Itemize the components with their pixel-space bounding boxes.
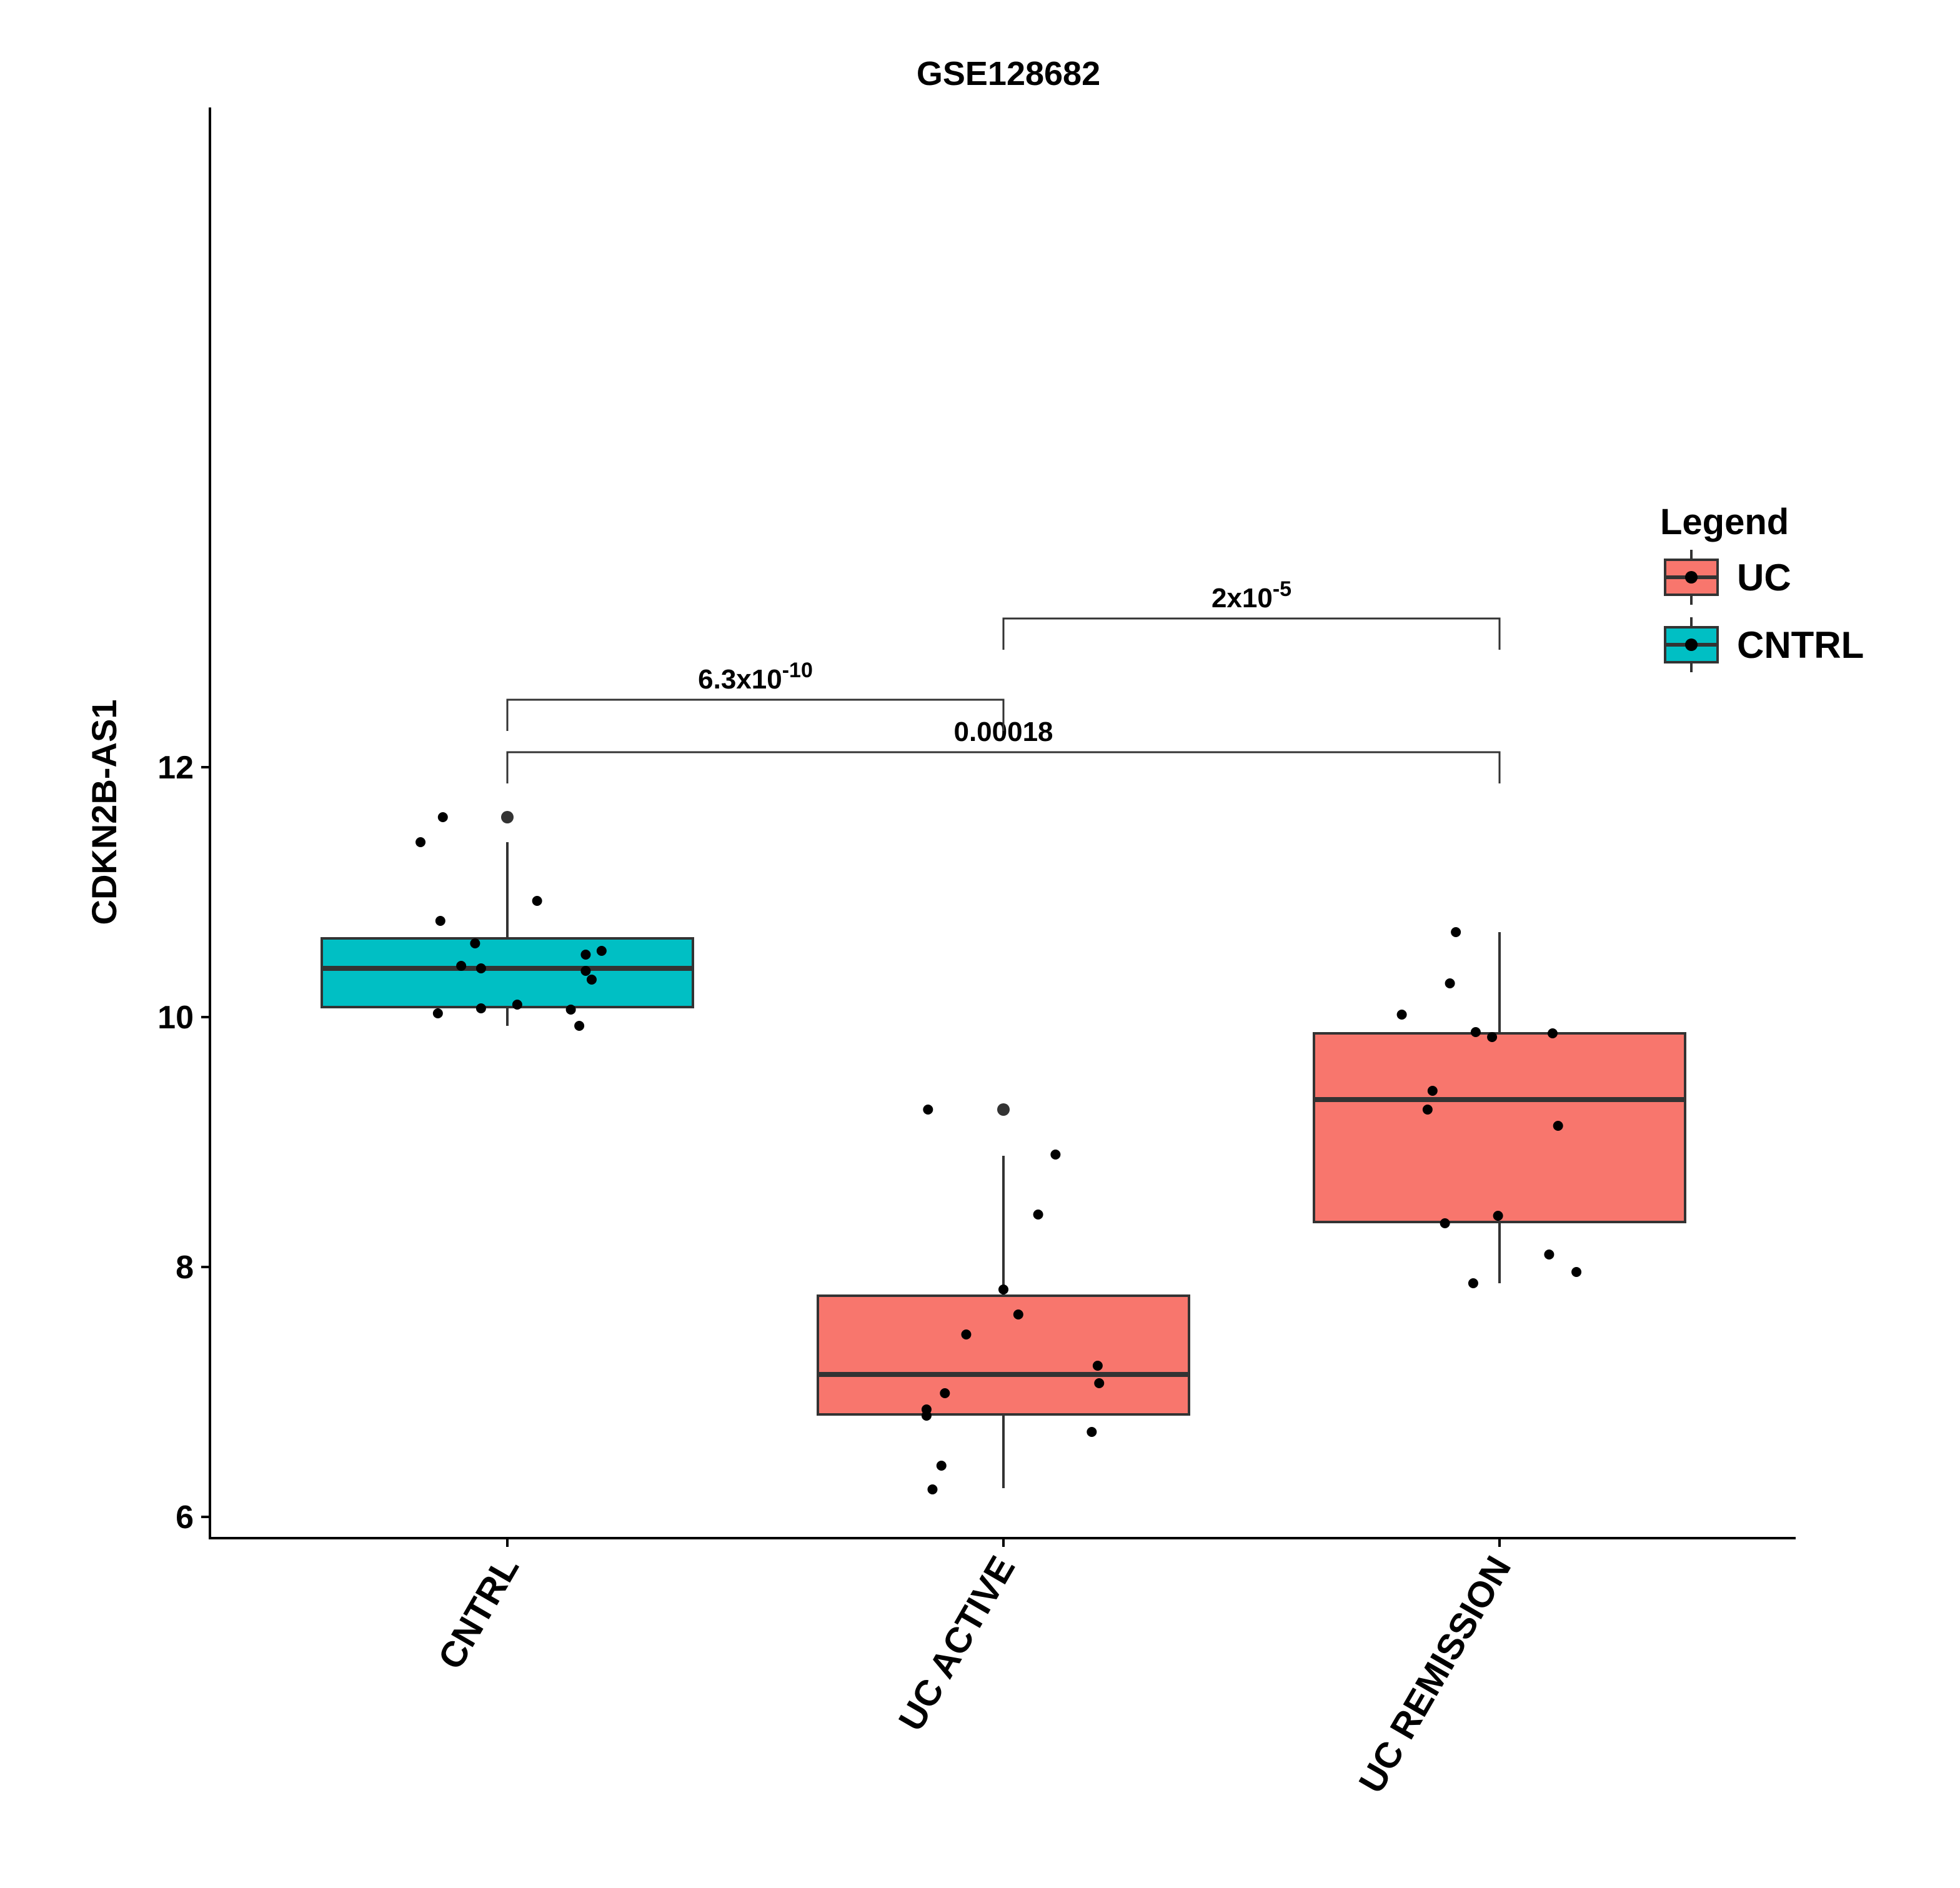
legend-item-cntrl: CNTRL — [1664, 617, 1864, 672]
data-point — [574, 1021, 585, 1031]
data-point — [998, 1284, 1008, 1294]
legend-point-icon — [1685, 638, 1698, 651]
legend-label: UC — [1737, 557, 1791, 599]
legend-point-icon — [1685, 571, 1698, 584]
data-point — [580, 950, 591, 960]
data-point — [1544, 1250, 1555, 1259]
data-point — [923, 1105, 933, 1115]
y-tick-label: 8 — [176, 1250, 194, 1286]
data-point — [435, 916, 445, 926]
p-value-label: 6.3x10-10 — [698, 658, 813, 695]
data-point — [1422, 1105, 1433, 1115]
legend: Legend UC CNTRL — [1660, 502, 1864, 672]
data-point — [1470, 1027, 1481, 1037]
outlier-point — [501, 811, 514, 823]
data-point — [1451, 927, 1461, 937]
x-tick-label: UC ACTIVE — [891, 1549, 1023, 1737]
bracket-line — [506, 698, 1005, 731]
p-value-label: 2x10-5 — [1211, 577, 1291, 614]
data-point — [415, 837, 426, 847]
significance-bracket: 2x10-5 — [1002, 577, 1501, 650]
data-point — [1087, 1427, 1097, 1437]
y-axis-title: CDKN2B-AS1 — [84, 700, 124, 925]
data-point — [940, 1388, 950, 1398]
data-point — [1571, 1267, 1582, 1277]
data-point — [580, 966, 591, 976]
box-uc-active — [817, 1294, 1190, 1416]
data-point — [1440, 1218, 1450, 1228]
data-point — [475, 1003, 486, 1013]
y-tick-label: 12 — [157, 750, 194, 786]
data-point — [565, 1005, 576, 1015]
data-point — [936, 1461, 947, 1471]
data-point — [456, 961, 467, 971]
data-point — [927, 1484, 938, 1494]
data-point — [437, 812, 448, 822]
data-point — [1094, 1378, 1105, 1388]
data-point — [586, 975, 597, 985]
significance-bracket: 0.00018 — [506, 717, 1501, 783]
x-tick-label: UC REMISSION — [1351, 1549, 1519, 1800]
comparisons-layer: 0.00018 6.3x10-10 2x10-5 — [506, 577, 1501, 783]
data-point — [1396, 1010, 1407, 1020]
data-point — [470, 938, 480, 948]
box-uc-remission — [1313, 1032, 1686, 1223]
data-point — [512, 1000, 522, 1010]
legend-title: Legend — [1660, 502, 1789, 542]
data-point — [1427, 1086, 1438, 1096]
data-point — [921, 1411, 932, 1421]
y-tick-label: 6 — [176, 1499, 194, 1536]
points-layer — [415, 812, 1582, 1494]
data-point — [432, 1008, 443, 1018]
data-point — [1493, 1211, 1503, 1221]
data-point — [596, 946, 607, 956]
data-point — [1468, 1278, 1478, 1288]
data-point — [1050, 1150, 1061, 1160]
outlier-point — [997, 1103, 1010, 1116]
legend-entries: UC CNTRL — [1664, 550, 1864, 672]
significance-bracket: 6.3x10-10 — [506, 658, 1005, 731]
chart-title: GSE128682 — [917, 55, 1100, 92]
box-cntrl — [321, 937, 694, 1008]
legend-item-uc: UC — [1664, 550, 1791, 605]
data-point — [961, 1329, 972, 1339]
data-point — [532, 896, 542, 906]
data-point — [1033, 1210, 1043, 1220]
bracket-line — [506, 751, 1501, 783]
data-point — [1487, 1032, 1498, 1042]
boxes-layer — [321, 811, 1686, 1488]
data-point — [1013, 1309, 1023, 1319]
x-tick-label: CNTRL — [430, 1549, 527, 1676]
data-point — [1547, 1028, 1558, 1038]
legend-label: CNTRL — [1737, 624, 1864, 666]
data-point — [475, 963, 486, 973]
data-point — [1553, 1121, 1563, 1131]
bracket-line — [1002, 617, 1501, 650]
y-tick-label: 10 — [157, 1000, 194, 1036]
data-point — [1092, 1361, 1103, 1371]
data-point — [1445, 978, 1455, 988]
